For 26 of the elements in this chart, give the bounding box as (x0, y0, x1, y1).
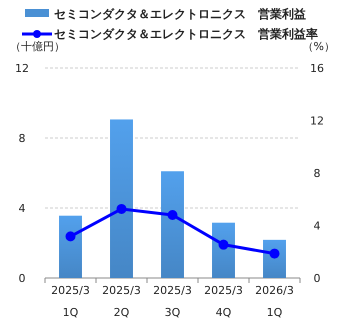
y2-tick-label: 4 (314, 220, 320, 232)
bar (212, 222, 235, 278)
x-tick-label: 2025/3 2Q (102, 284, 141, 319)
y2-tick-label: 0 (314, 272, 320, 285)
x-tick-label: 2026/3 1Q (255, 284, 294, 319)
bar (161, 171, 184, 278)
legend-label: セミコンダクタ＆エレクトロニクス 営業利益率 (54, 27, 318, 41)
y2-axis-title: （%） (302, 40, 335, 53)
y-tick-label: 12 (15, 62, 29, 75)
point (116, 204, 126, 214)
point (218, 240, 228, 250)
point (66, 231, 76, 242)
y-axis-title: （十億円） (10, 40, 65, 53)
x-tick-label: 2025/3 3Q (153, 284, 192, 319)
y-tick-label: 4 (18, 202, 26, 215)
y-tick-label: 8 (18, 132, 26, 145)
x-tick-label: 2025/3 4Q (204, 284, 243, 319)
legend-label: セミコンダクタ＆エレクトロニクス 営業利益 (54, 7, 306, 21)
bar (59, 216, 82, 278)
bar (110, 119, 133, 278)
y2-tick-label: 12 (310, 114, 324, 128)
point (168, 210, 178, 220)
y2-tick-label: 8 (314, 167, 320, 180)
y-tick-label: 0 (18, 272, 26, 285)
x-tick-label: 2025/3 1Q (51, 284, 90, 319)
y2-tick-label: 16 (310, 62, 324, 75)
